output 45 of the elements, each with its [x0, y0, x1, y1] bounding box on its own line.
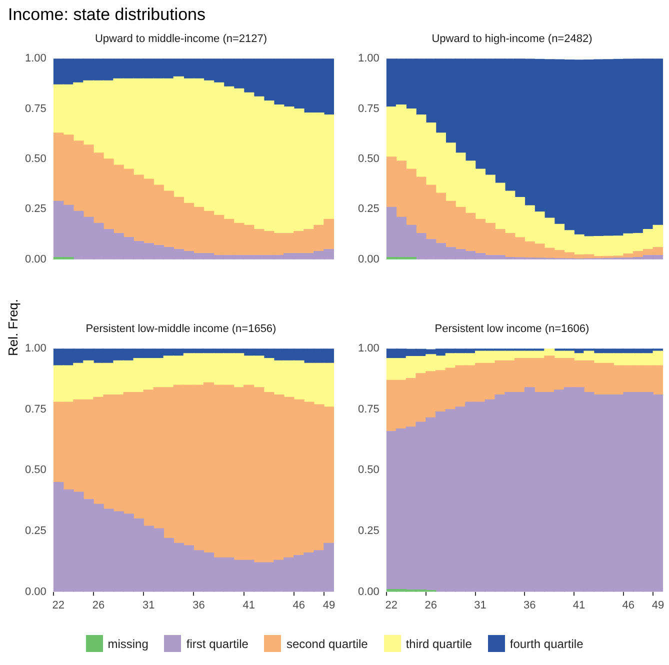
y-tick-label: 1.00 [24, 52, 46, 65]
y-tick-label: 0.75 [24, 403, 46, 416]
x-tick-label: 26 [424, 599, 437, 612]
x-tick-label: 36 [524, 599, 536, 612]
y-tick-label: 0.25 [24, 525, 46, 538]
chart-title: Income: state distributions [8, 5, 206, 25]
x-tick-label: 41 [572, 599, 586, 612]
chart-subtitle: Upward to middle-income (n=2127) [94, 33, 268, 45]
y-tick-label: 0.00 [358, 586, 380, 598]
y-tick-label: 0.00 [24, 586, 46, 598]
legend-label: missing [108, 636, 148, 650]
y-tick-label: 0.25 [358, 525, 380, 538]
y-tick-label: 0.00 [358, 253, 380, 266]
chart-subtitle: Persistent low-middle income (n=1656) [84, 323, 278, 335]
legend-label: first quartile [186, 636, 248, 650]
y-tick-label: 1.00 [358, 52, 380, 65]
chart-subtitle: Persistent low income (n=1606) [434, 323, 590, 335]
x-tick-label: 31 [142, 599, 155, 612]
chart-subtitle: Upward to high-income (n=2482) [430, 33, 594, 45]
legend-label: fourth quartile [510, 636, 584, 650]
x-tick-label: 41 [242, 599, 255, 612]
y-tick-label: 0.50 [358, 464, 380, 476]
x-tick-label: 36 [192, 599, 205, 612]
y-tick-label: 0.75 [358, 102, 380, 115]
y-axis-title: Rel. Freq. [6, 298, 20, 358]
y-tick-label: 0.00 [24, 253, 46, 266]
x-tick-label: 46 [292, 599, 306, 612]
legend-label: third quartile [406, 636, 472, 650]
y-tick-label: 0.50 [24, 153, 46, 166]
x-tick-label: 26 [92, 599, 105, 612]
legend-label: second quartile [286, 636, 368, 650]
x-tick-label: 22 [52, 599, 65, 612]
y-tick-label: 0.25 [24, 203, 46, 216]
y-tick-label: 0.75 [358, 403, 380, 416]
x-tick-label: 49 [322, 599, 336, 612]
y-tick-label: 0.75 [24, 102, 46, 115]
y-tick-label: 0.50 [24, 464, 46, 476]
x-tick-label: 31 [474, 599, 486, 612]
y-tick-label: 1.00 [24, 342, 46, 355]
y-tick-label: 0.25 [358, 203, 380, 216]
x-tick-label: 46 [622, 599, 635, 612]
x-tick-label: 22 [385, 599, 398, 612]
y-tick-label: 0.50 [358, 153, 380, 166]
x-tick-label: 49 [652, 599, 664, 612]
y-tick-label: 1.00 [358, 342, 380, 355]
